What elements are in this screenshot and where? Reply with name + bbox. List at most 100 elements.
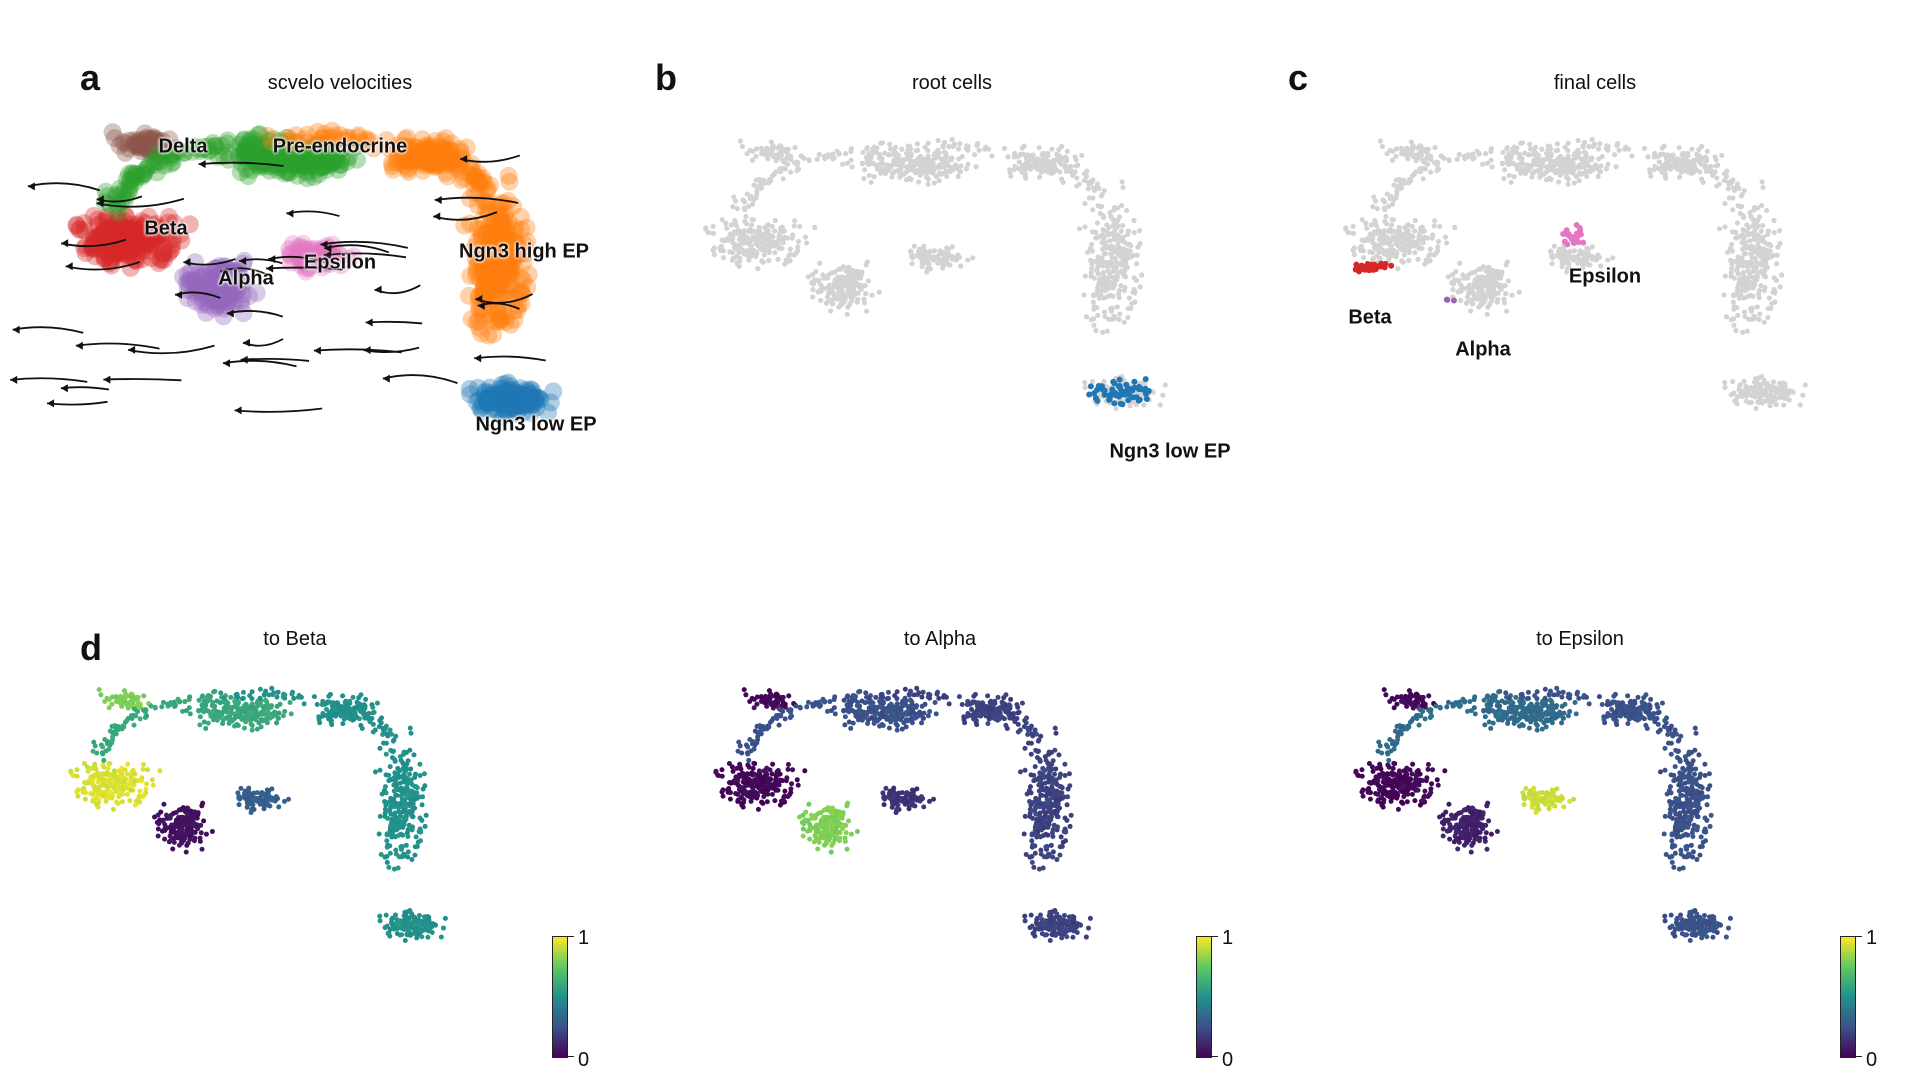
cell-point	[742, 206, 748, 213]
cell-point	[1564, 174, 1570, 180]
cell-point	[500, 213, 519, 232]
cell-point	[919, 260, 926, 266]
cell-point	[480, 227, 499, 246]
cell-point	[160, 146, 179, 165]
cell-point	[290, 146, 309, 165]
cell-point	[282, 148, 301, 167]
cell-point	[399, 147, 418, 166]
cell-point	[520, 385, 539, 404]
cell-point	[424, 149, 443, 168]
cell-point	[957, 168, 964, 175]
cell-point	[474, 192, 493, 211]
cell-point	[1605, 257, 1611, 263]
cell-point	[297, 156, 316, 175]
cell-point	[1713, 157, 1719, 163]
cell-point	[137, 128, 156, 147]
cell-point	[219, 292, 238, 311]
cell-point	[294, 157, 313, 176]
cell-point	[521, 386, 540, 405]
cell-point	[155, 250, 174, 269]
cell-point	[1450, 286, 1456, 293]
cell-point	[787, 246, 793, 252]
velocity-arrowhead	[175, 290, 183, 299]
cell-point	[1469, 270, 1475, 276]
cell-point	[869, 292, 875, 298]
cell-point	[294, 239, 313, 258]
velocity-arrowhead	[382, 374, 390, 383]
cell-point	[481, 309, 500, 328]
cell-point	[1390, 247, 1397, 253]
cell-point	[294, 250, 313, 269]
cell-point	[75, 221, 94, 240]
cell-point	[214, 277, 233, 296]
cell-point	[511, 388, 530, 407]
cell-point	[949, 244, 955, 250]
cell-point	[512, 394, 531, 413]
cell-point	[844, 311, 850, 317]
cell-point	[1116, 287, 1123, 293]
cell-point	[322, 143, 341, 162]
cell-point	[262, 143, 281, 162]
cell-point	[165, 214, 184, 233]
cell-point	[499, 252, 518, 271]
cell-point	[897, 174, 903, 180]
cell-point	[482, 385, 501, 404]
fate-cell-point	[149, 777, 155, 783]
cell-point	[420, 140, 439, 159]
cell-point	[500, 172, 519, 191]
highlighted-cell-point	[1570, 240, 1577, 247]
cell-point	[777, 230, 783, 237]
cell-point	[232, 295, 251, 314]
cell-point	[1374, 205, 1380, 212]
cell-point	[1514, 145, 1520, 151]
cell-point	[1583, 154, 1590, 160]
cell-point	[155, 238, 174, 257]
cluster-label-pre-endocrine: Pre-endocrine	[272, 135, 408, 158]
cell-point	[1086, 195, 1092, 201]
cell-point	[268, 147, 287, 166]
cell-point	[831, 155, 837, 161]
cell-point	[1479, 298, 1485, 304]
cell-point	[234, 131, 253, 150]
cell-point	[1116, 316, 1122, 323]
cell-point	[124, 224, 143, 243]
cell-point	[1755, 251, 1762, 257]
cell-point	[936, 178, 942, 184]
cell-point	[873, 149, 880, 155]
cell-point	[416, 148, 435, 167]
cell-point	[199, 137, 218, 156]
cell-point	[257, 137, 276, 156]
cell-point	[383, 153, 402, 172]
fate-cell-point	[92, 761, 98, 767]
cell-point	[958, 163, 964, 169]
velocity-streamline	[222, 359, 297, 368]
cell-point	[441, 144, 460, 163]
cell-point	[481, 275, 500, 294]
fate-cell-point	[141, 693, 147, 699]
cell-point	[417, 143, 436, 162]
cell-point	[344, 247, 363, 266]
cell-point	[76, 244, 95, 263]
fate-cell-point	[113, 698, 119, 704]
cell-point	[1026, 164, 1033, 171]
cell-point	[499, 393, 518, 412]
cell-point	[493, 389, 512, 408]
cell-point	[488, 252, 507, 271]
velocity-arrowhead	[234, 406, 242, 415]
cell-point	[1113, 405, 1119, 412]
cell-point	[90, 226, 109, 245]
cell-point	[149, 146, 168, 165]
cell-point	[484, 385, 503, 404]
cell-point	[121, 226, 140, 245]
cell-point	[219, 276, 238, 295]
cell-point	[152, 251, 171, 270]
cell-point	[218, 131, 237, 150]
cell-point	[719, 217, 725, 223]
cell-point	[402, 149, 421, 168]
cell-point	[1412, 217, 1418, 224]
cell-point	[470, 319, 489, 338]
cell-point	[487, 301, 506, 320]
cell-point	[1422, 261, 1428, 267]
cell-point	[484, 236, 503, 255]
cell-point	[1588, 166, 1594, 172]
